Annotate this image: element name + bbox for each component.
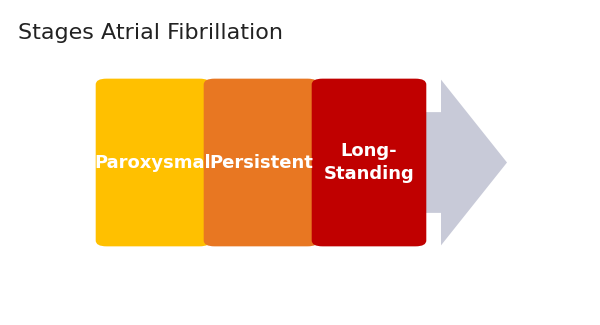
- Text: Paroxysmal: Paroxysmal: [95, 153, 211, 172]
- FancyBboxPatch shape: [96, 79, 211, 246]
- Text: Long-
Standing: Long- Standing: [323, 142, 415, 183]
- Text: Stages Atrial Fibrillation: Stages Atrial Fibrillation: [18, 23, 283, 43]
- Polygon shape: [111, 80, 507, 245]
- Text: Persistent: Persistent: [209, 153, 313, 172]
- FancyBboxPatch shape: [312, 79, 426, 246]
- FancyBboxPatch shape: [204, 79, 318, 246]
